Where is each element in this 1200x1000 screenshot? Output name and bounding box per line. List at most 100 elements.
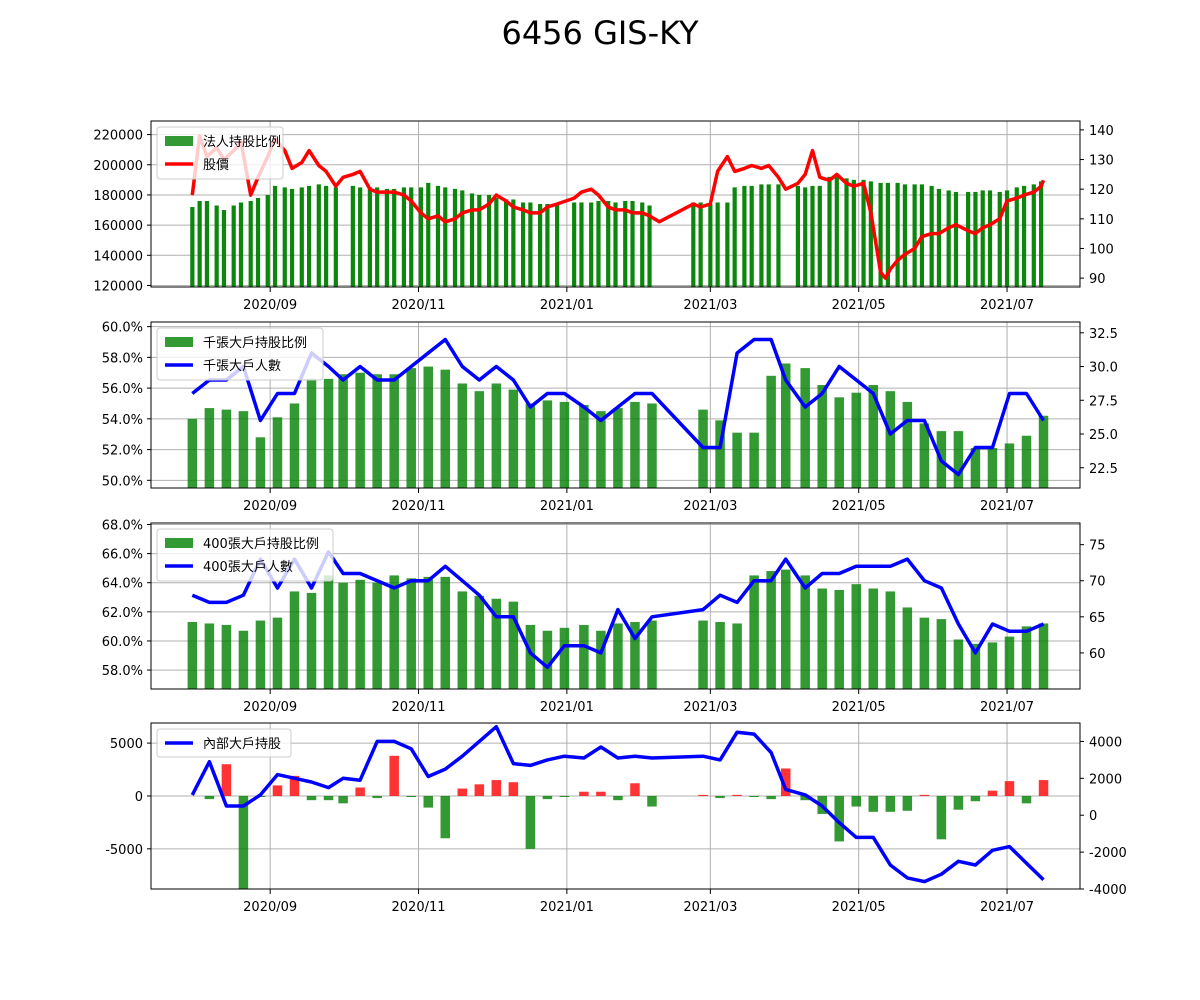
bar — [272, 417, 283, 488]
bar — [725, 202, 730, 287]
bar — [800, 368, 810, 488]
bar — [542, 795, 553, 800]
bar — [221, 409, 232, 488]
bar — [630, 622, 640, 689]
bar — [389, 755, 399, 796]
chart-panel-1: 120000 140000 160000 180000 200000 220000 90 10… — [93, 120, 1114, 313]
bar — [987, 448, 998, 488]
bar — [613, 408, 623, 488]
bar — [851, 795, 862, 807]
bar — [187, 622, 198, 689]
y-tick-label-right: 32.5 — [1089, 327, 1118, 342]
bar — [732, 187, 737, 287]
bar — [545, 204, 550, 287]
bar — [613, 795, 623, 801]
y-tick-label-left: 160000 — [93, 219, 143, 234]
x-tick-label: 2021/07 — [980, 499, 1034, 514]
bar — [255, 620, 266, 689]
bar — [936, 619, 947, 689]
bar — [491, 598, 502, 689]
bar — [221, 210, 227, 287]
bar — [299, 187, 304, 287]
bar — [190, 207, 195, 287]
bar — [508, 782, 519, 796]
bar — [1021, 435, 1032, 488]
bar — [503, 199, 509, 287]
series-line — [190, 134, 1046, 280]
y-tick-label-right: 90 — [1089, 272, 1106, 287]
legend-box — [156, 728, 292, 758]
bar — [1004, 190, 1010, 287]
bar — [384, 188, 389, 287]
bar — [715, 420, 725, 488]
chart-panel-4: -5000 0 5000 -4000 -2000 0 2000 4000 2020/09 2020… — [105, 722, 1127, 915]
bar — [795, 185, 800, 287]
bar — [885, 591, 896, 689]
bar — [538, 204, 543, 287]
bar — [440, 795, 451, 839]
bar — [204, 200, 210, 287]
bar — [389, 575, 399, 689]
bar — [929, 185, 934, 287]
bar — [409, 187, 414, 287]
bar — [613, 623, 623, 689]
y-tick-label-right: 100 — [1089, 242, 1114, 257]
bar — [1021, 626, 1032, 689]
x-tick-label: 2021/03 — [683, 900, 737, 915]
bar — [265, 194, 270, 287]
chart-panel-3: 58.0% 60.0% 62.0% 64.0% 66.0% 68.0% 60 65 70 75 20… — [102, 518, 1106, 715]
bar — [355, 372, 365, 488]
bar — [289, 188, 295, 287]
y-tick-label-left: 60.0% — [102, 635, 143, 650]
x-tick-label: 2020/09 — [243, 499, 297, 514]
bar — [902, 795, 913, 811]
bar — [255, 437, 266, 488]
bar — [698, 620, 708, 689]
legend-box — [156, 327, 324, 381]
bar — [423, 366, 433, 488]
bar — [851, 392, 862, 488]
bar — [800, 575, 810, 689]
y-tick-label-left: 58.0% — [102, 351, 143, 366]
bar — [596, 791, 606, 796]
bar — [953, 639, 964, 689]
bar — [520, 202, 526, 287]
bar — [708, 204, 713, 287]
bar — [255, 197, 261, 287]
bar — [525, 795, 536, 849]
y-tick-label-right: 60 — [1089, 647, 1106, 662]
bar — [418, 187, 424, 287]
x-tick-label: 2021/01 — [540, 499, 594, 514]
y-tick-label-left: 52.0% — [102, 444, 143, 459]
bar — [953, 191, 959, 287]
bar — [973, 191, 978, 287]
plot-frame — [150, 120, 1081, 288]
x-tick-label: 2021/01 — [540, 900, 594, 915]
x-tick-label: 2020/09 — [243, 298, 297, 313]
bar — [936, 188, 942, 287]
bar — [306, 185, 312, 287]
bar — [732, 794, 742, 796]
bar — [987, 642, 998, 689]
bar — [817, 588, 827, 689]
bar — [542, 630, 553, 689]
bar — [970, 448, 981, 488]
bar — [306, 378, 317, 488]
bar — [970, 643, 981, 689]
y-tick-label-left: 64.0% — [102, 577, 143, 592]
y-tick-label-left: 58.0% — [102, 664, 143, 679]
bar — [238, 202, 244, 287]
bar — [997, 191, 1002, 287]
bar — [338, 374, 348, 488]
y-tick-label-left: 120000 — [93, 279, 143, 294]
bar — [1014, 187, 1019, 287]
bar — [511, 199, 516, 287]
bar — [204, 408, 215, 488]
bar — [338, 582, 348, 689]
bar — [749, 575, 759, 689]
y-tick-label-right: 75 — [1089, 539, 1106, 554]
bar — [1038, 181, 1044, 287]
legend-label: 法人持股比例 — [203, 135, 281, 150]
bar — [491, 780, 502, 796]
